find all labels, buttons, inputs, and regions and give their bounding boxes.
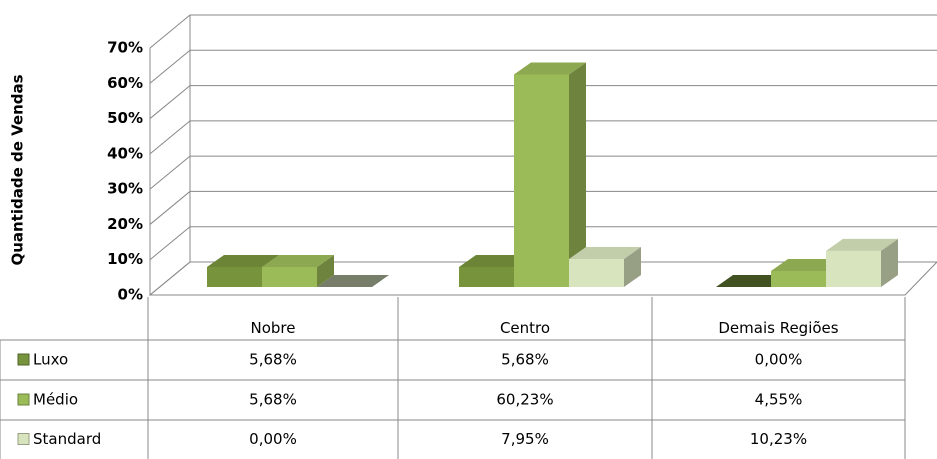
legend-label: Standard [33, 430, 101, 448]
x-tick-label: Nobre [251, 319, 296, 337]
bar-top [459, 254, 531, 267]
bar-top [514, 62, 586, 75]
grid-line [149, 155, 937, 190]
value-label: 60,23% [496, 391, 553, 409]
y-tick-label: 30% [107, 180, 143, 198]
bar-side [624, 246, 641, 287]
bar-side [881, 238, 898, 287]
bar [771, 270, 826, 287]
bar-side [569, 62, 586, 287]
legend-label: Luxo [33, 351, 68, 369]
grid-line [149, 226, 937, 261]
bar-top [569, 246, 641, 259]
bar-top [262, 254, 334, 267]
bar [826, 250, 881, 287]
grid-line [149, 85, 937, 119]
value-label: 0,00% [755, 351, 803, 369]
bar [262, 266, 317, 287]
value-label: 4,55% [755, 391, 803, 409]
bar-top [771, 258, 843, 271]
bar [569, 258, 624, 287]
x-tick-label: Demais Regiões [718, 319, 838, 337]
bar-side [317, 254, 334, 287]
grid-line [149, 49, 937, 84]
legend-swatch [17, 353, 30, 366]
y-tick-label: 0% [118, 286, 143, 304]
grid-line [149, 120, 937, 155]
y-axis-label: Quantidade de Vendas [9, 74, 27, 265]
y-tick-label: 70% [107, 39, 143, 57]
bar-top [317, 275, 389, 287]
y-tick-label: 10% [107, 250, 143, 268]
value-label: 0,00% [249, 430, 297, 448]
value-label: 7,95% [501, 430, 549, 448]
y-tick-label: 40% [107, 144, 143, 162]
legend-swatch [17, 433, 30, 445]
bar-top [207, 254, 279, 267]
legend-label: Médio [33, 391, 78, 409]
bar [459, 266, 514, 287]
value-label: 10,23% [750, 430, 807, 448]
grid-line [149, 261, 937, 296]
value-label: 5,68% [249, 351, 297, 369]
grid-line [149, 190, 937, 225]
y-tick-label: 20% [107, 215, 143, 233]
y-tick-label: 60% [107, 74, 143, 92]
bar [207, 266, 262, 287]
grid-line [149, 14, 937, 49]
bar [514, 74, 569, 287]
bar-top [716, 275, 788, 287]
value-label: 5,68% [501, 351, 549, 369]
bar-top [826, 238, 898, 251]
y-tick-label: 50% [107, 109, 143, 127]
legend-swatch [17, 393, 30, 406]
x-tick-label: Centro [500, 319, 550, 337]
value-label: 5,68% [249, 391, 297, 409]
